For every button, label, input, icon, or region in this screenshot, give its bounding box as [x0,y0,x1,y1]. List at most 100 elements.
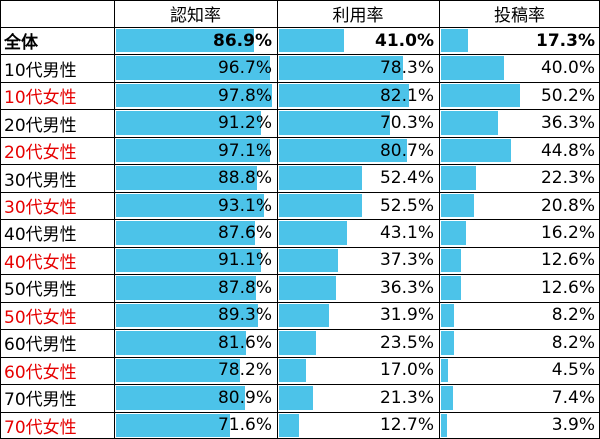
grid-line-vertical [0,0,1,439]
grid-line-vertical [439,0,440,439]
value-cell-posting: 44.8% [439,137,600,164]
value-label: 91.2% [217,113,272,134]
grid-line-horizontal [0,246,600,248]
value-label: 91.1% [217,250,272,271]
data-bar-awareness [116,83,272,108]
row-label: 20代男性 [4,115,77,136]
data-bar-posting [441,248,461,273]
value-label: 12.6% [540,250,595,271]
data-bar-usage [279,358,306,383]
value-label: 80.7% [379,140,434,161]
value-cell-awareness: 87.6% [114,219,277,246]
grid-line-horizontal [0,164,600,166]
value-cell-awareness: 91.1% [114,247,277,274]
value-label: 8.2% [551,332,595,353]
value-label: 82.1% [379,85,434,106]
grid-line-horizontal [0,329,600,331]
data-bar-posting [441,83,520,108]
value-label: 52.5% [379,195,434,216]
value-label: 37.3% [379,250,434,271]
data-bar-posting [441,276,461,300]
value-cell-usage: 23.5% [277,329,439,356]
value-cell-awareness: 96.7% [114,54,277,81]
data-bar-usage [279,166,362,190]
value-label: 16.2% [540,222,595,243]
data-bar-posting [441,331,454,355]
data-bar-awareness [116,221,256,245]
row-label: 10代男性 [4,60,77,81]
data-bar-usage [279,248,338,273]
value-label: 40.0% [540,58,595,79]
value-label: 8.2% [551,305,595,326]
row-label: 60代男性 [4,335,77,356]
grid-line-horizontal [0,274,600,276]
data-bar-usage [279,276,337,300]
value-cell-usage: 21.3% [277,384,439,411]
value-label: 78.2% [217,360,272,381]
value-cell-usage: 37.3% [277,247,439,274]
grid-line-horizontal [0,27,600,28]
value-label: 31.9% [379,305,434,326]
value-cell-posting: 36.3% [439,109,600,136]
data-bar-usage [279,29,344,53]
grid-line-horizontal [0,411,600,413]
row-label: 20代女性 [4,143,77,164]
value-cell-usage: 70.3% [277,109,439,136]
value-label: 12.7% [379,415,434,436]
value-label: 17.0% [379,360,434,381]
value-cell-awareness: 80.9% [114,384,277,411]
value-cell-usage: 43.1% [277,219,439,246]
value-label: 81.6% [217,332,272,353]
value-cell-awareness: 87.8% [114,274,277,301]
value-cell-usage: 82.1% [277,82,439,109]
value-label: 44.8% [540,140,595,161]
value-label: 23.5% [379,332,434,353]
data-bar-posting [441,386,453,410]
row-label: 30代男性 [4,170,77,191]
value-cell-awareness: 89.3% [114,302,277,329]
value-cell-usage: 78.3% [277,54,439,81]
grid-line-horizontal [0,109,600,111]
data-bar-awareness [116,56,270,80]
column-header-awareness: 認知率 [170,6,221,26]
value-cell-posting: 12.6% [439,247,600,274]
column-header-usage: 利用率 [332,6,384,26]
data-bar-awareness [116,29,255,53]
grid-line-horizontal [0,81,600,83]
value-label: 7.4% [551,387,595,408]
value-label: 86.9% [213,30,272,51]
grid-line-horizontal [0,356,600,358]
data-bar-awareness [116,331,246,355]
value-cell-usage: 12.7% [277,412,439,439]
value-label: 12.6% [540,277,595,298]
data-bar-awareness [116,248,261,273]
value-label: 20.8% [540,195,595,216]
data-bar-usage [279,413,300,437]
value-label: 96.7% [217,58,272,79]
data-bar-awareness [116,276,256,300]
value-label: 50.2% [540,85,595,106]
value-label: 87.8% [217,277,272,298]
data-bar-posting [441,29,469,53]
grid-line-horizontal [0,54,600,56]
value-label: 88.8% [217,168,272,189]
value-cell-usage: 41.0% [277,27,439,54]
data-bar-posting [441,413,448,437]
value-label: 80.9% [217,387,272,408]
grid-line-horizontal [0,191,600,193]
value-cell-posting: 22.3% [439,164,600,191]
data-bar-awareness [116,303,258,328]
row-label: 30代女性 [4,198,77,219]
data-bar-posting [441,111,498,135]
value-cell-usage: 17.0% [277,357,439,384]
data-bar-posting [441,138,512,163]
data-bar-posting [441,166,476,190]
value-cell-awareness: 81.6% [114,329,277,356]
value-cell-posting: 40.0% [439,54,600,81]
value-label: 97.8% [217,85,272,106]
value-label: 52.4% [379,168,434,189]
value-cell-usage: 31.9% [277,302,439,329]
data-bar-posting [441,358,449,383]
data-bar-posting [441,303,454,328]
value-cell-posting: 8.2% [439,302,600,329]
